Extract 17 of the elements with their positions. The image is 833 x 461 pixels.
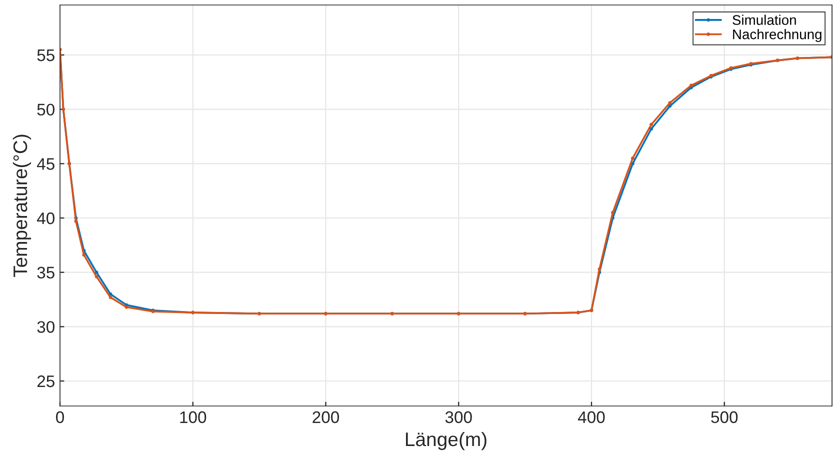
- x-tick-label: 500: [711, 411, 738, 424]
- legend-label: Nachrechnung: [733, 29, 822, 42]
- y-tick-label: 45: [36, 158, 54, 170]
- x-tick-label: 100: [180, 411, 206, 424]
- legend-label: Simulation: [732, 14, 796, 25]
- x-tick-label: 0: [56, 411, 64, 424]
- x-tick-label: 300: [445, 411, 472, 424]
- y-axis-title: Temperature(°C): [12, 134, 32, 278]
- x-axis-title: Länge(m): [406, 432, 486, 450]
- x-tick-label: 400: [578, 411, 605, 424]
- y-tick-label: 30: [37, 321, 54, 333]
- y-tick-label: 25: [37, 375, 54, 388]
- x-tick-label: 200: [312, 411, 339, 424]
- y-tick-label: 55: [37, 50, 54, 62]
- y-tick-label: 40: [36, 212, 54, 224]
- y-tick-label: 50: [37, 104, 54, 116]
- y-tick-label: 35: [37, 266, 54, 279]
